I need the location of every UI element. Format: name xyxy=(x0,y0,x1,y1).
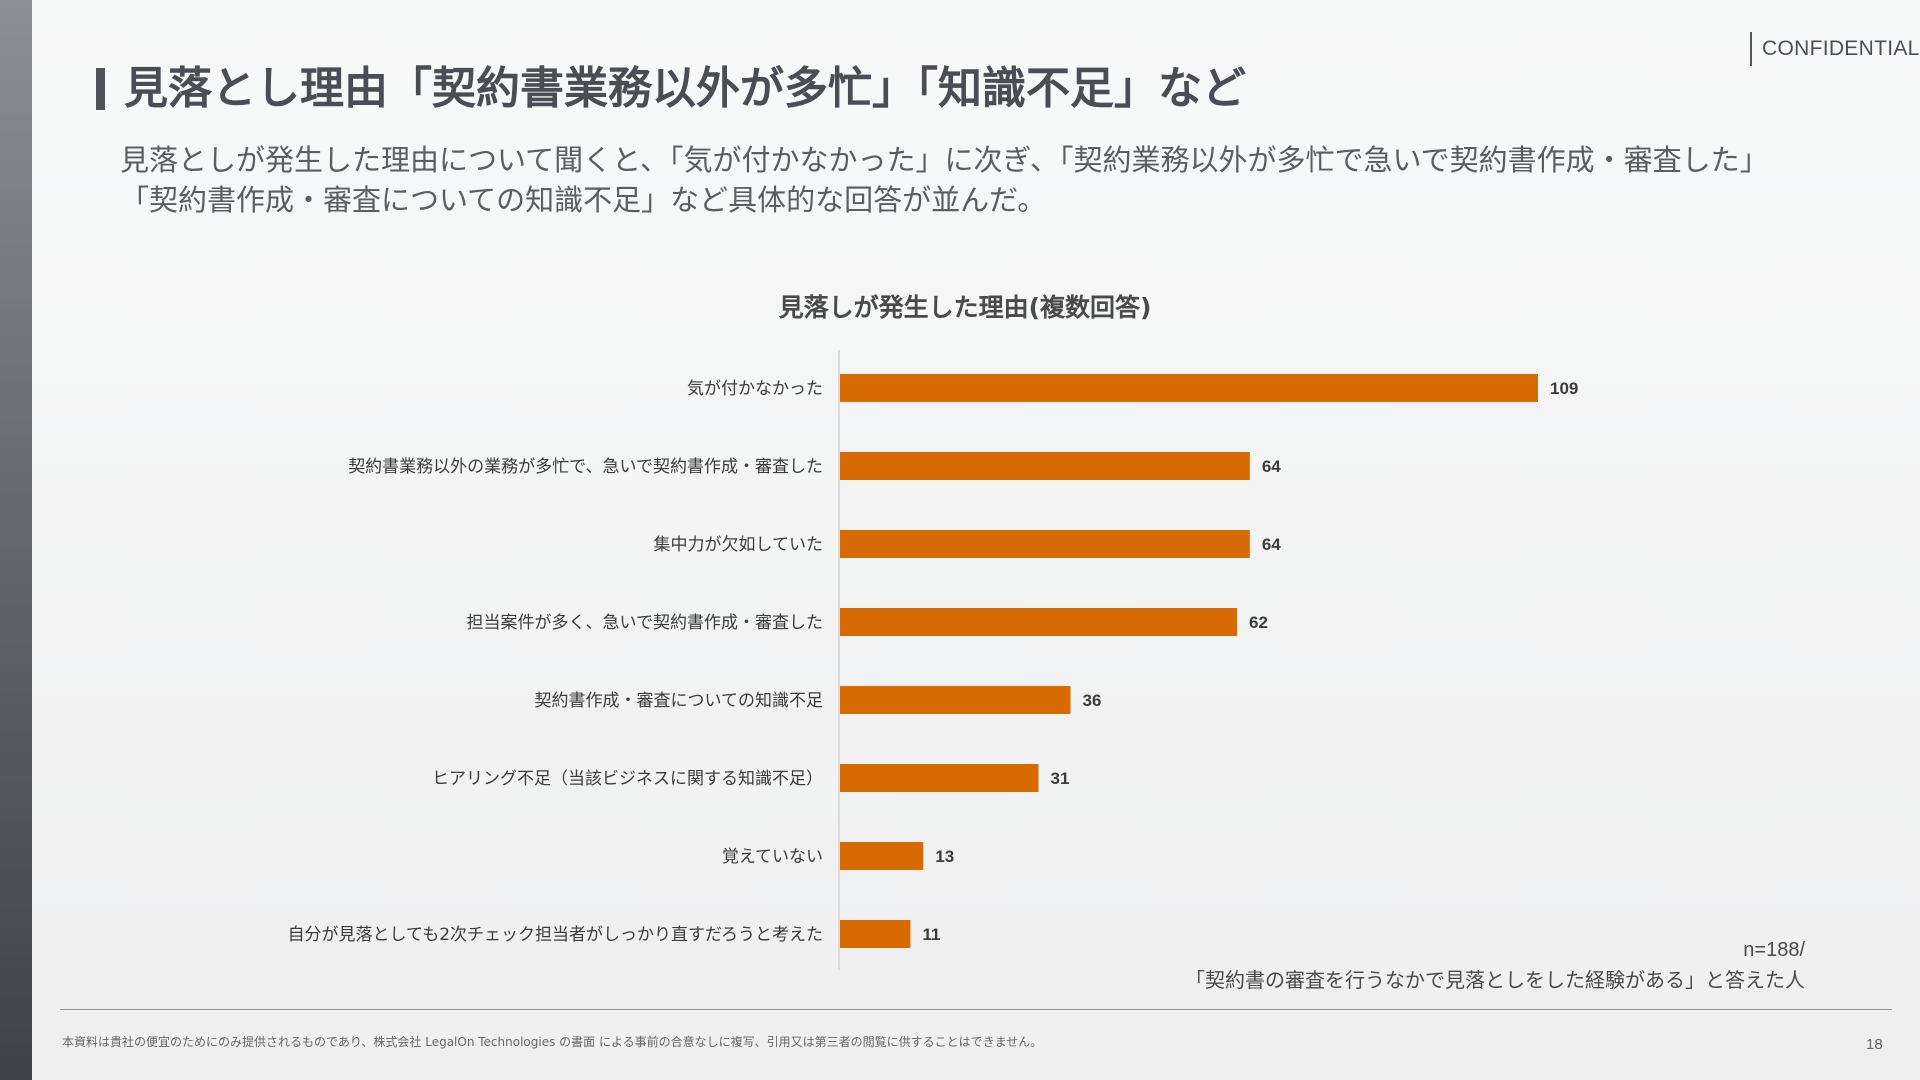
footer-divider xyxy=(60,1009,1892,1010)
chart-bars: 気が付かなかった 109 契約書業務以外の業務が多忙で、急いで契約書作成・審査した 6… xyxy=(288,374,1578,948)
value-label: 13 xyxy=(935,847,954,866)
bar xyxy=(840,452,1250,480)
value-label: 36 xyxy=(1083,691,1102,710)
value-label: 31 xyxy=(1051,769,1070,788)
bar xyxy=(840,920,911,948)
page-title: 見落とし理由「契約書業務以外が多忙」「知識不足」など xyxy=(124,63,1246,114)
footer-disclaimer: 本資料は貴社の便宜のためにのみ提供されるものであり、株式会社 LegalOn T… xyxy=(62,1035,1043,1049)
confidential-label: CONFIDENTIAL xyxy=(1750,32,1920,66)
category-label: 集中力が欠如していた xyxy=(654,535,824,555)
chart-title: 見落しが発生した理由(複数回答) xyxy=(779,293,1152,322)
bar xyxy=(840,530,1250,558)
category-label: 契約書業務以外の業務が多忙で、急いで契約書作成・審査した xyxy=(348,457,823,477)
bar xyxy=(840,842,924,870)
category-label: ヒアリング不足（当該ビジネスに関する知識不足） xyxy=(432,769,823,789)
category-label: 契約書作成・審査についての知識不足 xyxy=(535,691,824,711)
bar xyxy=(840,764,1039,792)
value-label: 109 xyxy=(1550,379,1578,398)
page-subtitle: 見落としが発生した理由について聞くと、「気が付かなかった」に次ぎ、「契約業務以外… xyxy=(120,143,1769,217)
category-label: 覚えていない xyxy=(722,847,823,867)
value-label: 64 xyxy=(1262,535,1281,554)
value-label: 62 xyxy=(1249,613,1268,632)
bar xyxy=(840,608,1238,636)
value-label: 11 xyxy=(922,925,940,944)
category-label: 担当案件が多く、急いで契約書作成・審査した xyxy=(467,613,824,633)
value-label: 64 xyxy=(1262,457,1281,476)
respondent-note: 「契約書の審査を行うなかで見落としをした経験がある」と答えた人 xyxy=(1185,968,1805,992)
sample-size-note: n=188/ xyxy=(1743,939,1805,961)
side-accent-bar xyxy=(0,0,32,1080)
bar xyxy=(840,686,1071,714)
bar xyxy=(840,374,1538,402)
page-number: 18 xyxy=(1866,1036,1883,1053)
category-label: 気が付かなかった xyxy=(687,379,823,399)
title-marker xyxy=(96,68,105,110)
category-label: 自分が見落としても2次チェック担当者がしっかり直すだろうと考えた xyxy=(288,925,823,945)
